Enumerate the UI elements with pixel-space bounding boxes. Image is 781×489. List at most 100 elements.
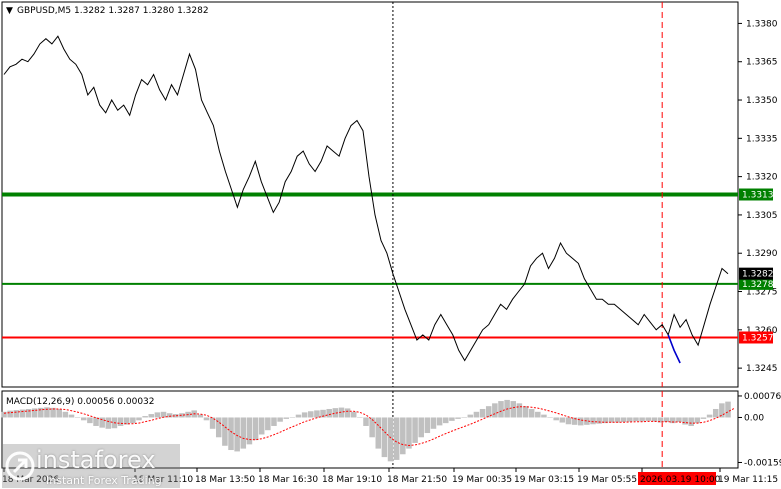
macd-bar: [265, 417, 271, 431]
x-tick-label: 18 Mar 19:10: [322, 475, 382, 485]
macd-bar: [215, 417, 222, 438]
x-highlight-box: [638, 472, 716, 485]
macd-bar: [485, 406, 492, 418]
x-tick-label: 19 Mar 11:15: [718, 475, 778, 485]
macd-bar: [277, 417, 283, 422]
macd-bar: [571, 417, 578, 425]
macd-y-tick-label: -0.00159: [744, 458, 781, 468]
macd-bar: [350, 411, 357, 418]
macd-bar: [320, 409, 326, 418]
macd-bar: [430, 417, 437, 429]
macd-bar: [7, 410, 13, 418]
macd-bar: [510, 401, 517, 418]
y-tick-label: 1.3275: [746, 288, 778, 298]
y-tick-label: 1.3245: [746, 364, 778, 374]
macd-y-axis: 0.00076 0.00 -0.00159: [738, 392, 781, 468]
macd-bar: [130, 417, 136, 424]
logo-brand: instaforex: [36, 446, 156, 474]
macd-bar: [602, 417, 609, 424]
macd-bar: [166, 413, 173, 418]
macd-bar: [234, 417, 240, 452]
macd-bar: [651, 417, 658, 422]
macd-bar: [627, 417, 633, 422]
macd-bar: [1, 411, 7, 418]
level-price-box: [739, 331, 773, 344]
instaforex-logo: [2, 444, 180, 488]
macd-bar: [271, 417, 277, 426]
macd-bar: [719, 403, 725, 418]
y-tick-label: 1.3365: [746, 58, 778, 68]
macd-bar: [148, 414, 155, 418]
macd-bar: [13, 410, 20, 418]
macd-bar: [670, 417, 676, 424]
macd-bar: [406, 417, 412, 449]
macd-bar: [154, 412, 161, 418]
macd-bar: [50, 407, 56, 418]
level-price-label: 1.3257: [742, 333, 774, 343]
macd-bar: [68, 414, 75, 418]
macd-bar: [400, 417, 406, 455]
macd-header: MACD(12,26,9) 0.00056 0.00032: [6, 397, 155, 407]
macd-bar: [412, 417, 418, 443]
level-price-label: 1.3313: [742, 191, 774, 201]
y-tick-label: 1.3335: [746, 134, 778, 144]
macd-bar: [682, 417, 688, 425]
macd-bar: [381, 417, 388, 458]
macd-bar: [418, 417, 424, 438]
macd-bar: [136, 417, 142, 421]
macd-bar: [179, 413, 185, 418]
macd-bar: [203, 417, 210, 421]
macd-bar: [25, 408, 32, 418]
macd-bar: [700, 417, 707, 419]
macd-bar: [639, 417, 645, 422]
macd-bar: [338, 407, 345, 418]
macd-bar: [308, 411, 314, 418]
macd-bar: [541, 414, 547, 418]
levels-layer: [2, 192, 738, 339]
macd-bar: [314, 410, 320, 418]
y-tick-label: 1.3320: [746, 173, 778, 183]
macd-bar: [117, 417, 124, 426]
macd-bar: [620, 417, 627, 422]
y-tick-label: 1.3260: [746, 326, 778, 336]
macd-layer: [1, 399, 735, 462]
x-tick-label-highlighted: 2026.03.19 10:00: [640, 475, 721, 485]
macd-bar: [93, 417, 99, 426]
macd-bar: [694, 417, 701, 424]
x-tick-label: 19 Mar 03:15: [514, 475, 574, 485]
macd-bar: [87, 417, 93, 424]
macd-bar: [608, 417, 615, 423]
macd-bar: [209, 417, 216, 429]
symbol-header: GBPUSD,M5 1.3282 1.3287 1.3280 1.3282: [17, 6, 209, 16]
macd-bar: [565, 417, 572, 425]
macd-bar: [375, 417, 382, 449]
symbol-arrow: ▼: [6, 6, 13, 16]
macd-bar: [222, 417, 228, 446]
macd-bar: [479, 408, 486, 418]
macd-bar: [142, 416, 148, 418]
macd-bar: [455, 417, 461, 419]
macd-bar: [443, 417, 449, 424]
logo-tagline: Instant Forex Trading: [46, 474, 162, 487]
macd-bar: [289, 417, 296, 418]
y-tick-label: 1.3305: [746, 211, 778, 221]
macd-bar: [657, 417, 664, 423]
x-tick-label: 18 Mar 13:50: [195, 475, 255, 485]
logo-mark-icon: [5, 451, 35, 481]
macd-bar: [31, 408, 38, 418]
macd-bar: [363, 417, 369, 426]
macd-bar: [577, 417, 584, 426]
macd-bar: [553, 417, 559, 421]
macd-bar: [547, 417, 553, 418]
macd-bar: [436, 417, 443, 426]
macd-bar: [467, 414, 474, 418]
x-tick-label: 19 Mar 00:35: [452, 475, 512, 485]
level-price-label: 1.3278: [742, 280, 774, 290]
macd-bar: [712, 408, 719, 418]
x-tick-label: 18 Mar 16:30: [258, 475, 318, 485]
macd-bar: [74, 417, 81, 418]
macd-bar: [38, 407, 44, 418]
macd-bar: [461, 417, 467, 418]
macd-bar: [663, 417, 670, 422]
